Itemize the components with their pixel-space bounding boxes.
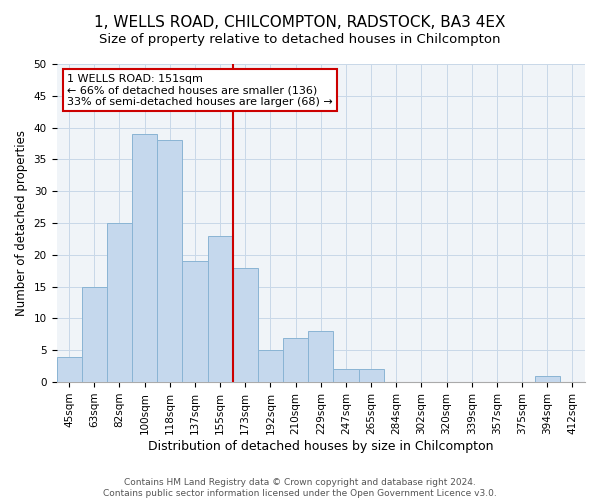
Bar bbox=[107, 223, 132, 382]
Bar bbox=[535, 376, 560, 382]
Bar bbox=[233, 268, 258, 382]
X-axis label: Distribution of detached houses by size in Chilcompton: Distribution of detached houses by size … bbox=[148, 440, 494, 452]
Bar bbox=[182, 261, 208, 382]
Bar bbox=[208, 236, 233, 382]
Bar bbox=[82, 286, 107, 382]
Text: Size of property relative to detached houses in Chilcompton: Size of property relative to detached ho… bbox=[99, 32, 501, 46]
Bar bbox=[359, 370, 383, 382]
Bar bbox=[334, 370, 359, 382]
Bar bbox=[157, 140, 182, 382]
Bar bbox=[56, 356, 82, 382]
Bar bbox=[308, 331, 334, 382]
Bar bbox=[258, 350, 283, 382]
Text: 1, WELLS ROAD, CHILCOMPTON, RADSTOCK, BA3 4EX: 1, WELLS ROAD, CHILCOMPTON, RADSTOCK, BA… bbox=[94, 15, 506, 30]
Text: Contains HM Land Registry data © Crown copyright and database right 2024.
Contai: Contains HM Land Registry data © Crown c… bbox=[103, 478, 497, 498]
Y-axis label: Number of detached properties: Number of detached properties bbox=[15, 130, 28, 316]
Bar bbox=[283, 338, 308, 382]
Bar bbox=[132, 134, 157, 382]
Text: 1 WELLS ROAD: 151sqm
← 66% of detached houses are smaller (136)
33% of semi-deta: 1 WELLS ROAD: 151sqm ← 66% of detached h… bbox=[67, 74, 333, 106]
